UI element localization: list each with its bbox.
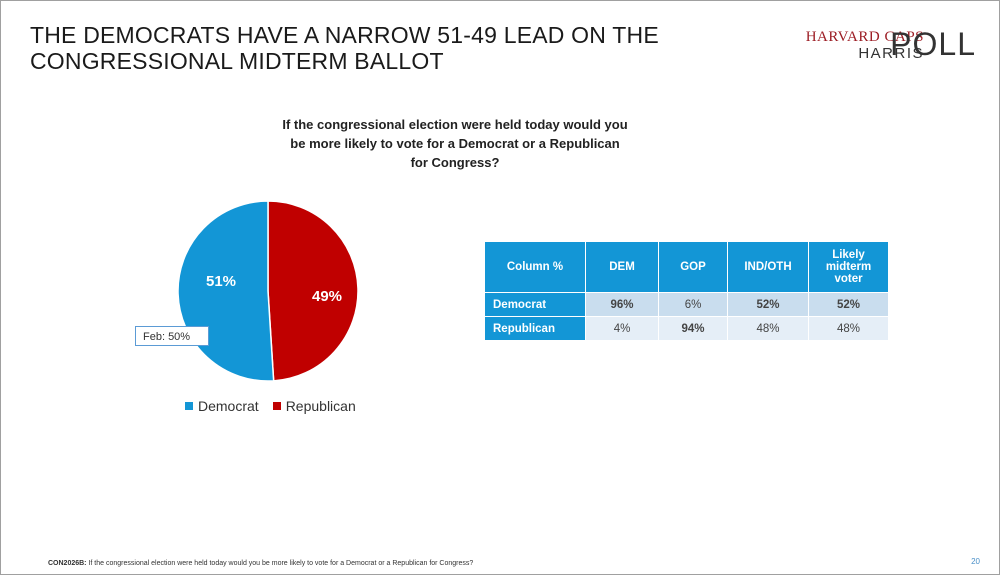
cell-democrat-dem: 96% [585, 292, 659, 317]
logo-top-text: HARVARD CAPS [805, 29, 924, 45]
pie-chart: 51% 49% [177, 200, 359, 382]
table-header-row: Column % DEM GOP IND/OTH Likely midterm … [485, 242, 889, 293]
cell-republican-dem: 4% [585, 316, 659, 340]
title-line-2: CONGRESSIONAL MIDTERM BALLOT [30, 48, 444, 74]
cell-republican-ind: 48% [727, 316, 809, 340]
pie-slice-democrat [177, 200, 275, 382]
header-dem: DEM [585, 242, 659, 293]
table-row: Republican 4% 94% 48% 48% [485, 316, 889, 340]
pie-label-democrat: 51% [206, 273, 236, 290]
chart-legend: Democrat Republican [185, 398, 356, 414]
cell-democrat-likely: 52% [808, 292, 889, 317]
republican-swatch [272, 402, 281, 410]
cell-democrat-ind: 52% [727, 292, 809, 317]
chart-question: If the congressional election were held … [282, 117, 628, 170]
democrat-swatch [185, 402, 193, 410]
header-likely-voter: Likely midterm voter [808, 242, 889, 293]
row-label-republican: Republican [485, 316, 586, 340]
pie-label-republican: 49% [312, 288, 342, 305]
pie-slice-republican [267, 200, 359, 382]
row-label-democrat: Democrat [485, 292, 586, 317]
cell-democrat-gop: 6% [658, 292, 728, 317]
page-number: 20 [971, 557, 980, 566]
cell-republican-gop: 94% [658, 316, 728, 340]
logo-poll-text: POLL [890, 26, 976, 62]
slide-title: THE DEMOCRATS HAVE A NARROW 51-49 LEAD O… [30, 22, 670, 74]
header-ind-oth: IND/OTH [727, 242, 809, 293]
title-line-1: THE DEMOCRATS HAVE A NARROW 51-49 LEAD O… [30, 22, 659, 48]
table-row: Democrat 96% 6% 52% 52% [485, 292, 889, 317]
footer-note: CON2026B: If the congressional election … [48, 560, 473, 567]
crosstab-table: Column % DEM GOP IND/OTH Likely midterm … [485, 242, 889, 340]
header-gop: GOP [658, 242, 728, 293]
harvard-caps-harris-poll-logo: HARVARD CAPS HARRIS POLL [776, 24, 976, 64]
legend-item-republican: Republican [272, 398, 356, 414]
legend-label-republican: Republican [285, 398, 356, 414]
footer-code: CON2026B: [48, 560, 87, 567]
header-column-pct: Column % [485, 242, 586, 293]
legend-label-democrat: Democrat [198, 398, 259, 414]
logo-bottom-text: HARRIS [858, 45, 924, 62]
legend-item-democrat: Democrat [185, 398, 259, 414]
cell-republican-likely: 48% [808, 316, 889, 340]
footer-text: If the congressional election were held … [88, 560, 474, 567]
feb-annotation: Feb: 50% [135, 326, 209, 346]
